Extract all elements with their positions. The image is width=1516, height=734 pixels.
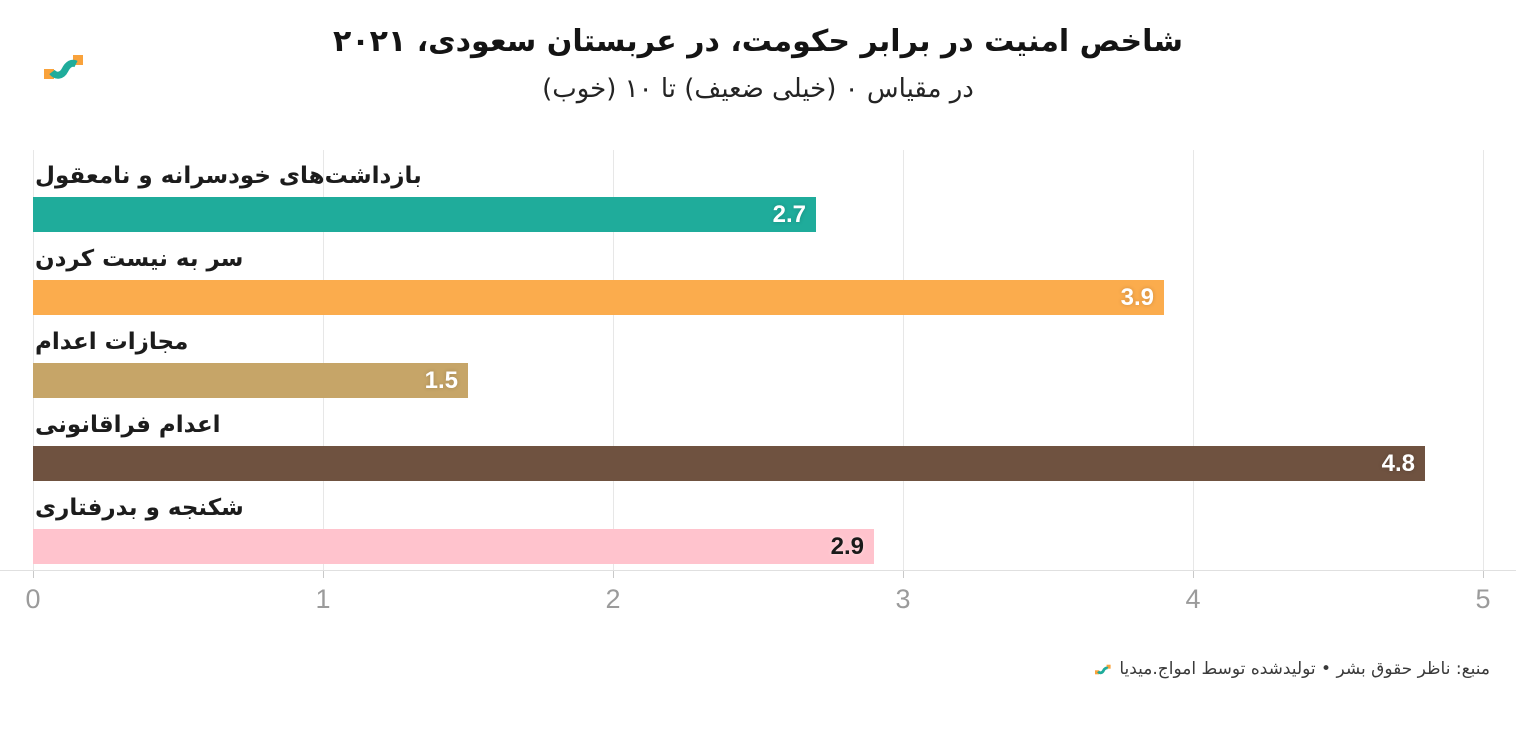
gridline-x-4 — [1192, 150, 1194, 570]
tick-mark-3 — [902, 570, 904, 578]
bar-value-label: 4.8 — [1381, 450, 1415, 477]
chart-title: شاخص امنیت در برابر حکومت، در عربستان سع… — [333, 24, 1183, 59]
bar: 3.9 — [33, 280, 1164, 315]
bar: 2.7 — [33, 197, 816, 232]
x-axis-line — [0, 570, 1516, 571]
x-axis-tick-label: 4 — [1185, 584, 1201, 614]
bar-label: اعدام فراقانونی — [35, 412, 221, 438]
gridline-x-5 — [1482, 150, 1484, 570]
bar: 2.9 — [33, 529, 874, 564]
bar-label: مجازات اعدام — [35, 329, 189, 355]
chart-subtitle: در مقیاس ۰ (خیلی ضعیف) تا ۱۰ (خوب) — [542, 74, 974, 104]
bar-label: سر به نیست کردن — [35, 246, 244, 272]
bar: 4.8 — [33, 446, 1425, 481]
bar-value-label: 2.7 — [772, 201, 806, 228]
source-text: منبع: ناظر حقوق بشر • تولیدشده توسط اموا… — [1119, 659, 1490, 679]
tick-mark-4 — [1192, 570, 1194, 578]
tick-mark-0 — [32, 570, 34, 578]
bar-value-label: 2.9 — [830, 533, 864, 560]
bar-value-label: 1.5 — [424, 367, 458, 394]
x-axis-tick-label: 0 — [25, 584, 41, 614]
amwaj-media-logo-icon-small — [1095, 664, 1111, 674]
tick-mark-2 — [612, 570, 614, 578]
x-axis-tick-label: 1 — [315, 584, 331, 614]
source-attribution: منبع: ناظر حقوق بشر • تولیدشده توسط اموا… — [1095, 656, 1490, 682]
bar-label: بازداشت‌های خودسرانه و نامعقول — [35, 163, 422, 189]
tick-mark-5 — [1482, 570, 1484, 578]
tick-mark-1 — [322, 570, 324, 578]
gridline-x-3 — [902, 150, 904, 570]
bar: 1.5 — [33, 363, 468, 398]
gridline-x-2 — [612, 150, 614, 570]
x-axis-tick-label: 3 — [895, 584, 911, 614]
gridline-x-1 — [322, 150, 324, 570]
x-axis-tick-label: 5 — [1475, 584, 1491, 614]
gridline-x-0 — [32, 150, 34, 570]
bar-label: شکنجه و بدرفتاری — [35, 495, 244, 521]
amwaj-media-logo-icon — [44, 55, 83, 79]
bar-value-label: 3.9 — [1120, 284, 1154, 311]
x-axis-tick-label: 2 — [605, 584, 621, 614]
